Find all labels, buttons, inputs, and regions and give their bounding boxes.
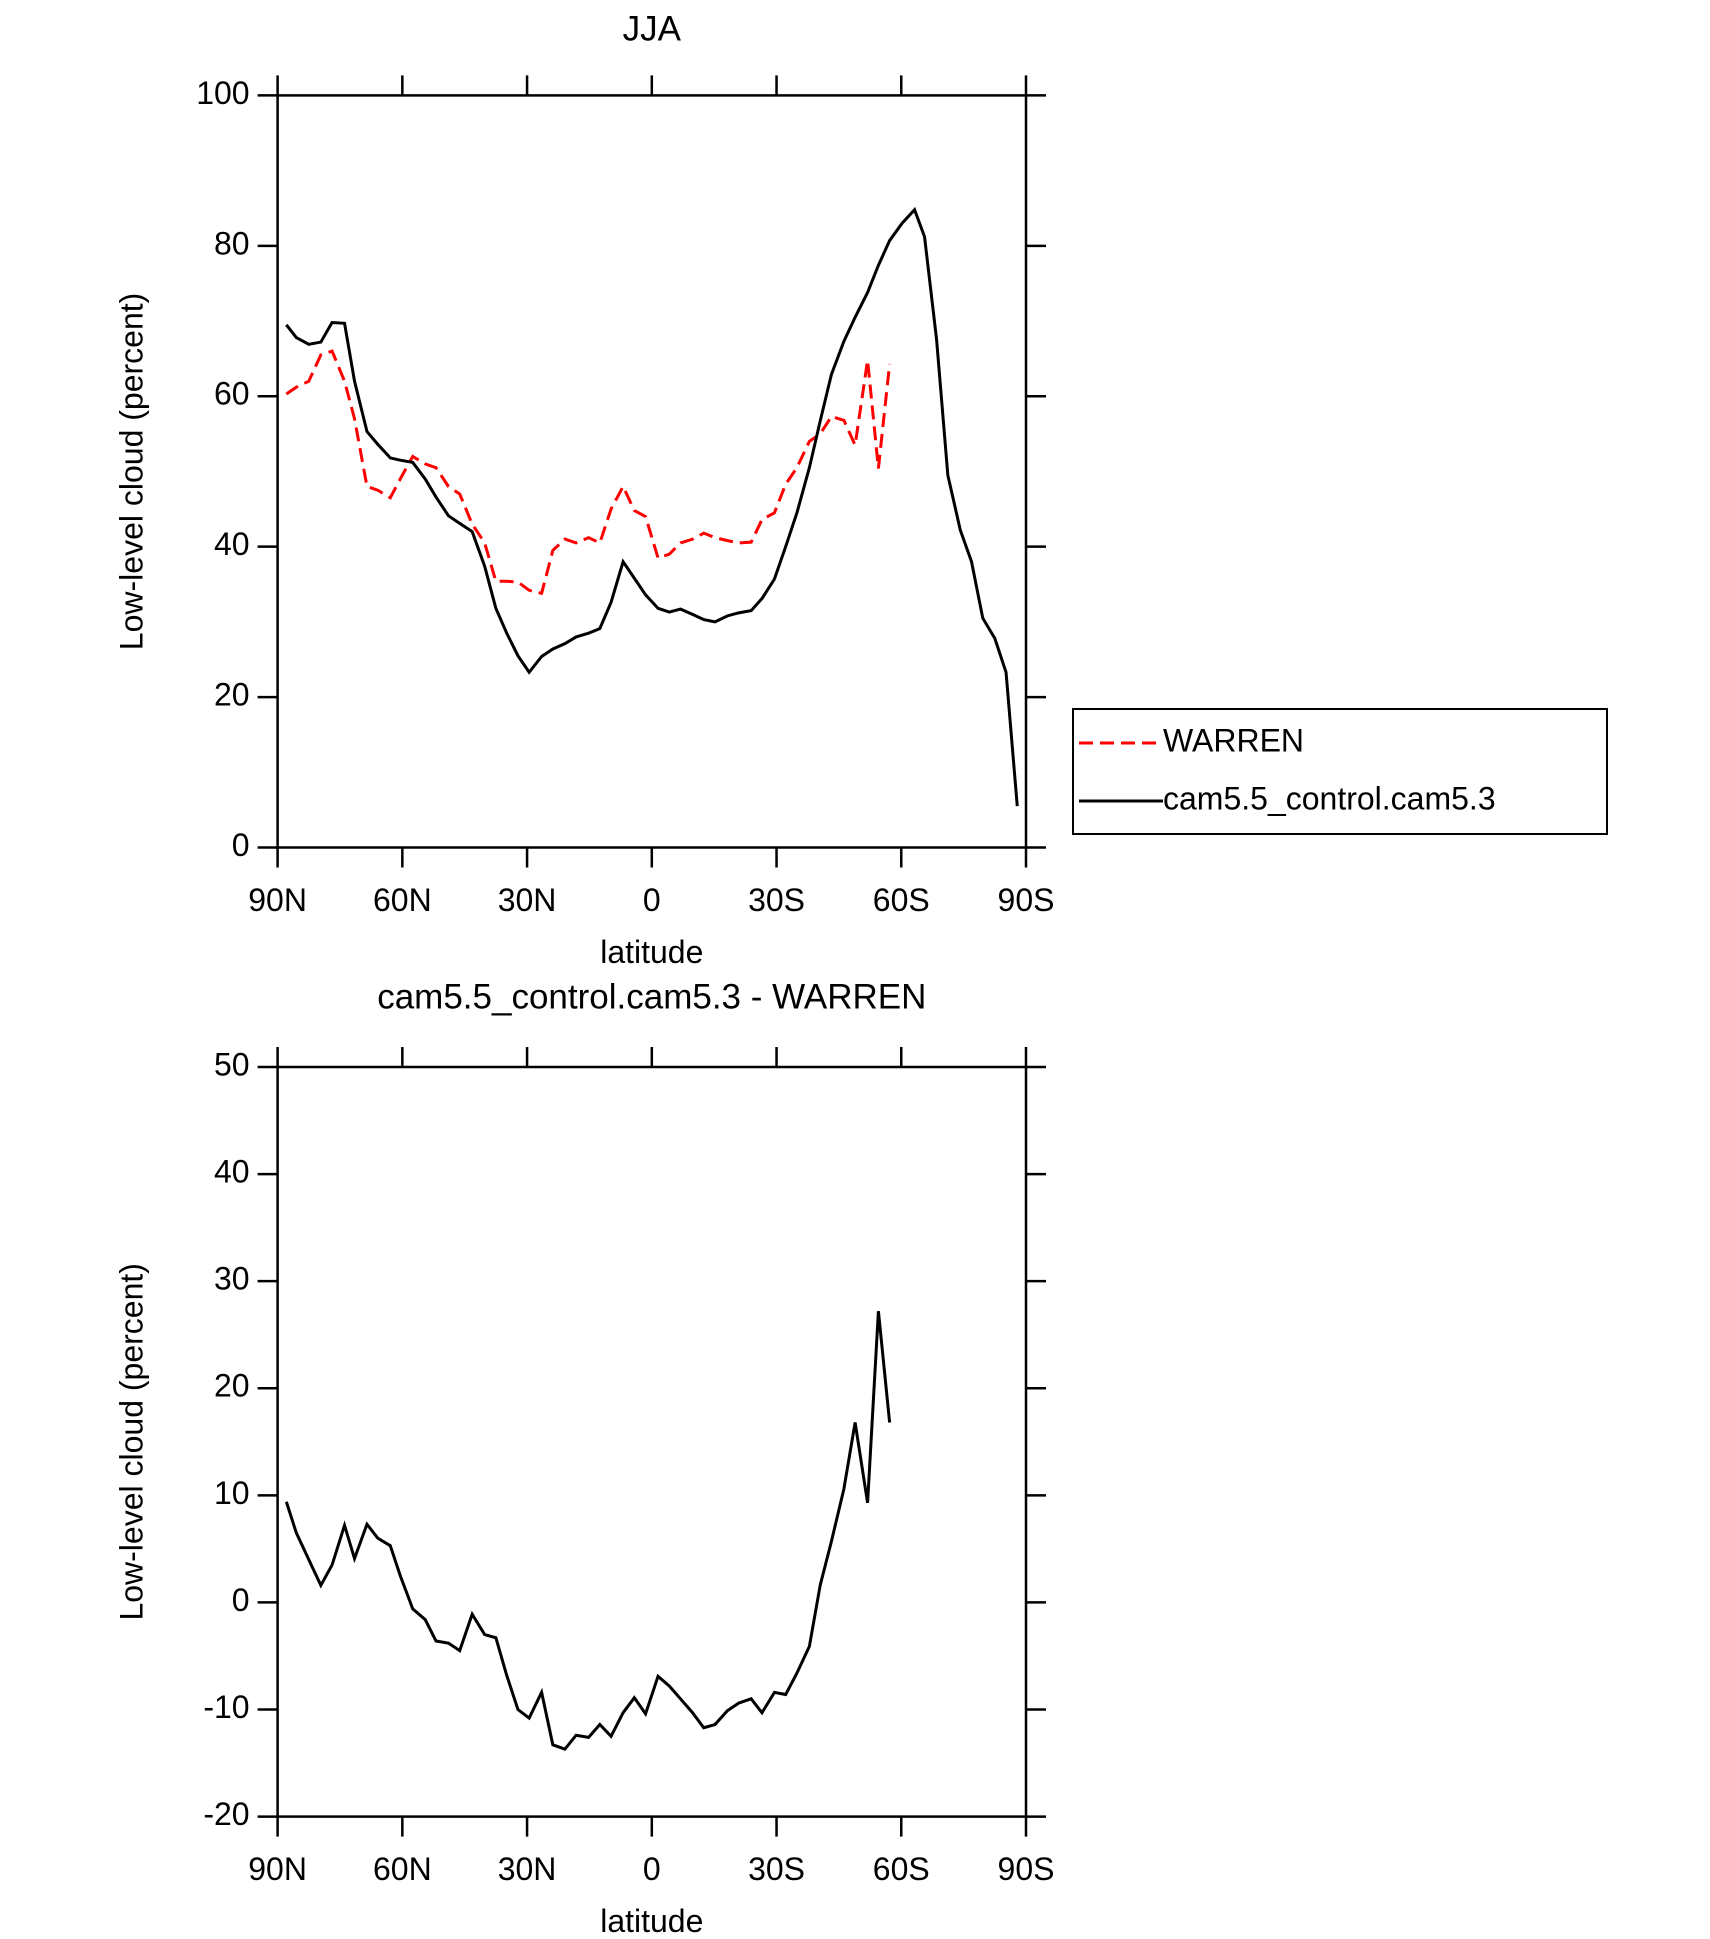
y-tick-label: 80 [214, 225, 250, 261]
x-tick-label: 0 [643, 1851, 661, 1887]
x-tick-label: 30N [498, 882, 557, 918]
x-tick-label: 0 [643, 882, 661, 918]
x-tick-label: 60N [373, 882, 432, 918]
plot-frame [276, 1065, 1028, 1818]
x-tick-label: 30S [748, 1851, 805, 1887]
x-axis-label: latitude [600, 1903, 703, 1939]
x-axis-label: latitude [600, 934, 703, 970]
data-line [285, 206, 1019, 807]
y-tick-label: 40 [214, 1154, 250, 1190]
chart-title: cam5.5_control.cam5.3 - WARREN [377, 977, 926, 1016]
data-line [284, 1311, 892, 1751]
y-tick-label: 20 [214, 1368, 250, 1404]
x-tick-label: 30N [498, 1851, 557, 1887]
data-line [285, 349, 892, 596]
legend-label: cam5.5_control.cam5.3 [1163, 780, 1496, 816]
y-tick-label: 40 [214, 526, 250, 562]
x-tick-label: 90N [248, 882, 307, 918]
y-axis-label: Low-level cloud (percent) [113, 293, 149, 651]
x-tick-label: 90S [998, 1851, 1055, 1887]
x-tick-label: 90N [248, 1851, 307, 1887]
y-tick-label: 20 [214, 677, 250, 713]
legend-label: WARREN [1163, 722, 1304, 758]
y-tick-label: 10 [214, 1475, 250, 1511]
x-tick-label: 90S [998, 882, 1055, 918]
y-tick-label: 0 [232, 827, 250, 863]
y-tick-label: 50 [214, 1046, 250, 1082]
y-tick-label: 100 [196, 75, 249, 111]
x-tick-label: 30S [748, 882, 805, 918]
x-tick-label: 60S [873, 1851, 930, 1887]
y-tick-label: 30 [214, 1261, 250, 1297]
x-tick-label: 60N [373, 1851, 432, 1887]
plot-frame [276, 94, 1028, 849]
y-tick-label: -10 [203, 1689, 249, 1725]
legend-box [1072, 708, 1608, 835]
y-tick-label: -20 [203, 1796, 249, 1832]
x-tick-label: 60S [873, 882, 930, 918]
y-axis-label: Low-level cloud (percent) [113, 1263, 149, 1621]
y-tick-label: 60 [214, 376, 250, 412]
chart-title: JJA [623, 9, 682, 48]
y-tick-label: 0 [232, 1582, 250, 1618]
